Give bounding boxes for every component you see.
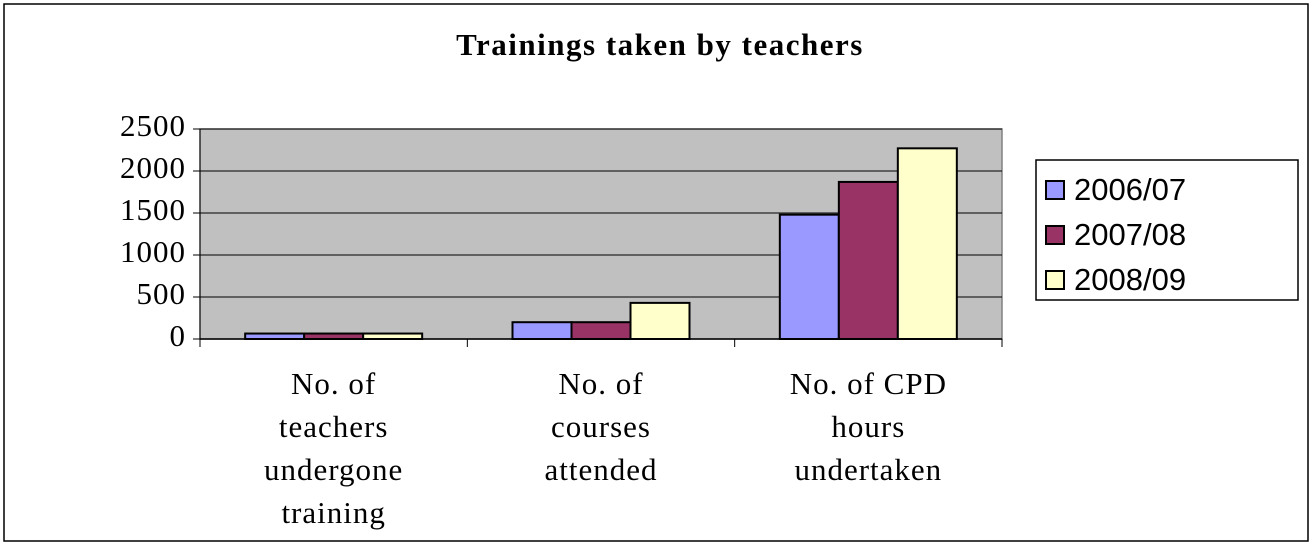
x-tick-label: No. of courses attended <box>544 366 658 487</box>
x-tick-label: No. of teachers undergone training <box>264 366 404 530</box>
bar <box>303 332 365 341</box>
y-tick-label: 500 <box>137 276 187 311</box>
y-tick-label: 2000 <box>120 150 186 185</box>
legend-swatch <box>1045 270 1065 290</box>
bar <box>362 332 424 341</box>
bar <box>896 147 958 340</box>
legend-swatch <box>1045 180 1065 200</box>
x-tick-label: No. of CPD hours undertaken <box>789 366 947 487</box>
y-tick-label: 1500 <box>120 192 186 227</box>
bar <box>244 332 306 341</box>
bar <box>570 321 632 341</box>
chart-title: Trainings taken by teachers <box>456 27 864 62</box>
y-tick-label: 1000 <box>120 234 186 269</box>
bar <box>511 321 573 341</box>
legend-swatch <box>1045 225 1065 245</box>
y-tick-label: 2500 <box>120 108 186 143</box>
legend <box>1035 159 1299 301</box>
legend-label: 2007/08 <box>1074 217 1186 252</box>
bar <box>837 180 899 340</box>
bar <box>778 213 840 340</box>
legend-label: 2006/07 <box>1074 172 1186 207</box>
legend-label: 2008/09 <box>1074 262 1186 297</box>
bar <box>629 301 691 341</box>
y-tick-label: 0 <box>170 318 187 353</box>
